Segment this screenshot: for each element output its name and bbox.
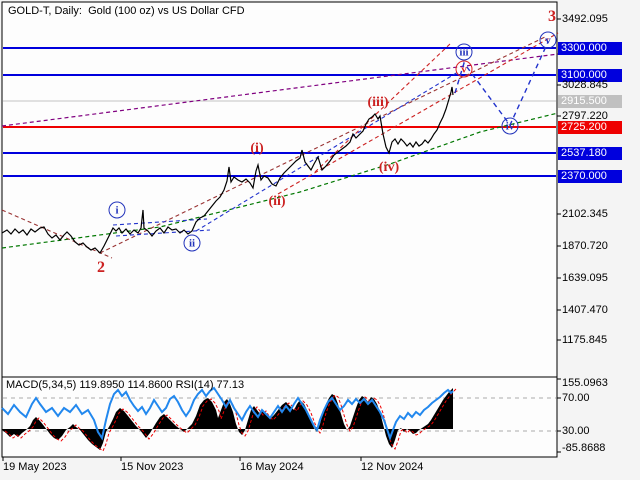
wave-label-circled-blue: i <box>108 201 126 219</box>
price-axis-label: 3028.845 <box>562 79 608 91</box>
blue-base-line-lower <box>115 229 211 237</box>
price-level-badge: 3300.000 <box>558 42 622 55</box>
time-axis-label: 16 May 2024 <box>240 461 304 473</box>
price-axis-label: 2102.345 <box>562 208 608 220</box>
rsi-line <box>1 386 454 441</box>
wave-label-red: (i) <box>250 141 264 156</box>
indicator-axis-label: -85.8688 <box>562 442 606 454</box>
price-axis-label: 2797.220 <box>562 110 608 122</box>
price-axis-label: 1639.095 <box>562 272 608 284</box>
darkred-rising-line <box>99 36 546 254</box>
price-level-badge: 2370.000 <box>558 170 622 183</box>
price-axis-label: 1175.845 <box>562 334 608 346</box>
wave-label-circled-blue: v <box>539 31 557 49</box>
wave-label-circled-blue: ii <box>183 234 201 252</box>
chart-title: GOLD-T, Daily: Gold (100 oz) vs US Dolla… <box>8 5 245 17</box>
price-axis-label: 1870.720 <box>562 240 608 252</box>
indicator-axis-label: 30.00 <box>562 425 590 437</box>
red-rising-line <box>277 32 559 195</box>
indicator-label: MACD(5,34,5) 119.8950 114.8600 RSI(14) 7… <box>6 379 245 391</box>
time-axis-label: 19 May 2023 <box>3 461 67 473</box>
price-level-badge: 3100.000 <box>558 69 622 82</box>
indicator-axis-label: 70.00 <box>562 392 590 404</box>
price-level-badge: 2915.500 <box>558 95 622 108</box>
darkred-decline-line <box>1 209 113 259</box>
blue-base-line-upper <box>112 218 208 226</box>
wave-label-circled-blue: iv <box>501 117 519 135</box>
wave-label-red: (ii) <box>268 194 286 209</box>
wave-label-red: 3 <box>548 8 556 25</box>
red-steep-line <box>314 43 451 173</box>
wave-label-circled-blue: iii <box>455 43 473 61</box>
price-line <box>1 86 454 254</box>
wave-label-red: (iii) <box>367 95 389 110</box>
macd-signal-line <box>4 388 457 452</box>
price-level-badge: 2537.180 <box>558 147 622 160</box>
macd-histogram <box>2 388 453 450</box>
blue-steep-line <box>195 71 459 232</box>
time-axis-label: 15 Nov 2023 <box>121 461 184 473</box>
wave-label-circled-red: v <box>455 60 473 78</box>
blue-forecast-zigzag <box>454 41 549 127</box>
wave-label-red: 2 <box>97 259 105 276</box>
green-support-line <box>1 112 559 249</box>
purple-channel-line <box>1 53 559 127</box>
price-level-badge: 2725.200 <box>558 121 622 134</box>
price-axis-label: 3492.095 <box>562 13 608 25</box>
price-axis-label: 1407.470 <box>562 304 608 316</box>
indicator-axis-label: 155.0963 <box>562 377 608 389</box>
main-panel <box>1 1 558 378</box>
wave-label-red: (iv) <box>378 160 400 175</box>
time-axis-label: 12 Nov 2024 <box>361 461 424 473</box>
